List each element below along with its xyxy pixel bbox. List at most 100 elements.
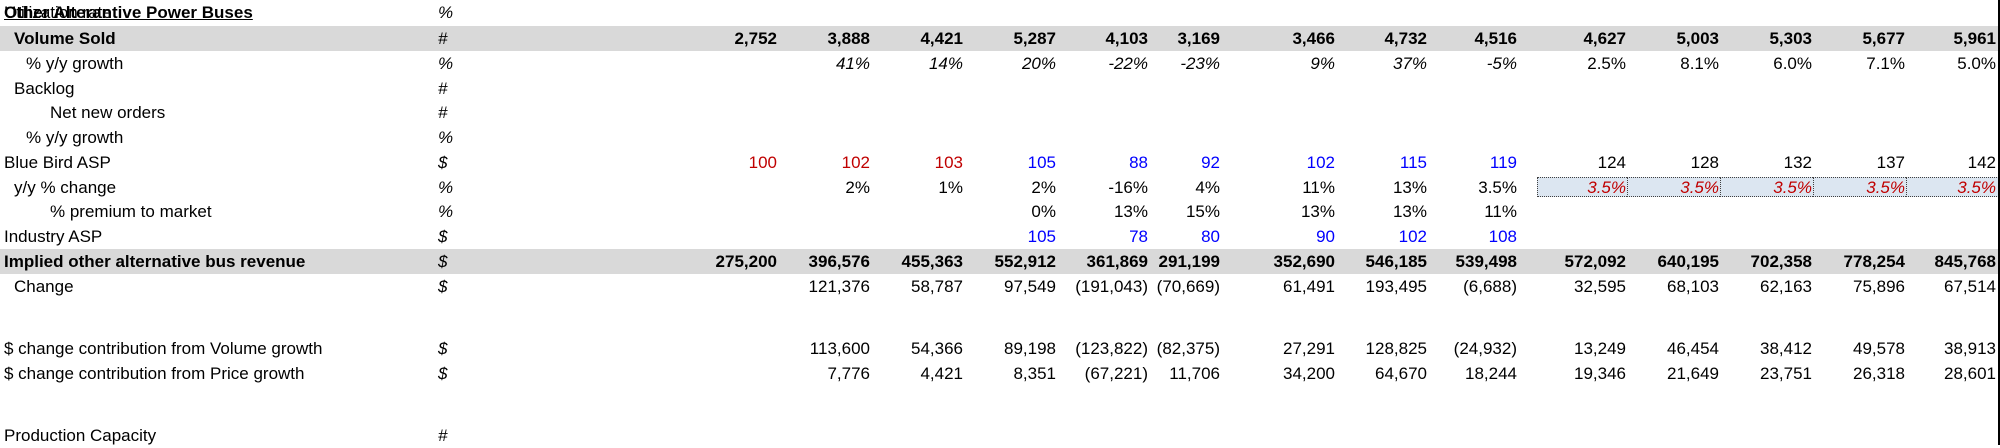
row-unit[interactable]: #: [438, 103, 448, 122]
value-cell[interactable]: -5%: [1486, 54, 1517, 73]
value-cell[interactable]: 7,776: [827, 364, 870, 383]
value-cell[interactable]: 113,600: [809, 339, 870, 358]
value-cell[interactable]: 4,421: [920, 364, 963, 383]
value-cell[interactable]: 1%: [938, 178, 963, 197]
row-label[interactable]: Implied other alternative bus revenue: [4, 252, 306, 271]
value-cell[interactable]: 89,198: [1004, 339, 1056, 358]
value-cell[interactable]: 3.5%: [1866, 178, 1905, 197]
value-cell[interactable]: (123,822): [1075, 339, 1148, 358]
value-cell[interactable]: 14%: [928, 54, 963, 73]
value-cell[interactable]: 19,346: [1574, 364, 1626, 383]
row-label[interactable]: $ change contribution from Price growth: [4, 364, 305, 383]
value-cell[interactable]: 3,466: [1292, 29, 1335, 48]
value-cell[interactable]: 4,421: [920, 29, 963, 48]
value-cell[interactable]: 5,287: [1013, 29, 1056, 48]
value-cell[interactable]: 0%: [1031, 202, 1056, 221]
value-cell[interactable]: 108: [1488, 227, 1517, 246]
value-cell[interactable]: 119: [1489, 153, 1517, 172]
value-cell[interactable]: 13,249: [1574, 339, 1626, 358]
value-cell[interactable]: 137: [1876, 153, 1905, 172]
value-cell[interactable]: 778,254: [1843, 252, 1905, 271]
value-cell[interactable]: [697, 224, 777, 249]
value-cell[interactable]: 54,366: [911, 339, 963, 358]
value-cell[interactable]: -16%: [1108, 178, 1148, 197]
value-cell[interactable]: 27,291: [1283, 339, 1335, 358]
value-cell[interactable]: [883, 199, 963, 224]
value-cell[interactable]: 3,888: [827, 29, 870, 48]
value-cell[interactable]: 58,787: [911, 277, 963, 296]
row-unit[interactable]: %: [438, 54, 454, 73]
value-cell[interactable]: 5,003: [1676, 29, 1719, 48]
value-cell[interactable]: -23%: [1180, 54, 1220, 73]
row-unit[interactable]: $: [438, 227, 448, 246]
value-cell[interactable]: 3.5%: [1478, 178, 1517, 197]
value-cell[interactable]: 2%: [845, 178, 870, 197]
value-cell[interactable]: 455,363: [901, 252, 963, 271]
value-cell[interactable]: 5,303: [1769, 29, 1812, 48]
value-cell[interactable]: 572,092: [1564, 252, 1626, 271]
value-cell[interactable]: 8,351: [1013, 364, 1056, 383]
value-cell[interactable]: 13%: [1392, 202, 1427, 221]
value-cell[interactable]: 78: [1129, 227, 1148, 246]
row-unit[interactable]: %: [438, 202, 454, 221]
value-cell[interactable]: 4%: [1195, 178, 1220, 197]
value-cell[interactable]: 9%: [1310, 54, 1335, 73]
value-cell[interactable]: (82,375): [1156, 339, 1220, 358]
row-label[interactable]: Volume Sold: [14, 29, 116, 48]
value-cell[interactable]: (67,221): [1084, 364, 1148, 383]
value-cell[interactable]: 539,498: [1455, 252, 1517, 271]
value-cell[interactable]: 2,752: [734, 29, 777, 48]
value-cell[interactable]: 92: [1201, 153, 1220, 172]
value-cell[interactable]: 38,913: [1944, 339, 1996, 358]
value-cell[interactable]: 142: [1967, 153, 1996, 172]
value-cell[interactable]: 3.5%: [1957, 178, 1996, 197]
value-cell[interactable]: 41%: [835, 54, 870, 73]
value-cell[interactable]: 124: [1597, 153, 1626, 172]
value-cell[interactable]: 102: [1306, 153, 1335, 172]
value-cell[interactable]: 8.1%: [1680, 54, 1719, 73]
value-cell[interactable]: 6.0%: [1773, 54, 1812, 73]
value-cell[interactable]: 13%: [1300, 202, 1335, 221]
row-label[interactable]: Blue Bird ASP: [4, 153, 111, 172]
value-cell[interactable]: 845,768: [1934, 252, 1996, 271]
value-cell[interactable]: 2%: [1031, 178, 1056, 197]
value-cell[interactable]: 105: [1027, 153, 1056, 172]
value-cell[interactable]: 4,103: [1105, 29, 1148, 48]
row-label[interactable]: Industry ASP: [4, 227, 103, 246]
value-cell[interactable]: 100: [748, 153, 777, 172]
value-cell[interactable]: 4,732: [1384, 29, 1427, 48]
value-cell[interactable]: 13%: [1392, 178, 1427, 197]
value-cell[interactable]: (24,932): [1453, 339, 1517, 358]
value-cell[interactable]: 4,516: [1474, 29, 1517, 48]
row-label[interactable]: Backlog: [14, 79, 75, 98]
value-cell[interactable]: 34,200: [1283, 364, 1335, 383]
value-cell[interactable]: 193,495: [1365, 277, 1427, 296]
row-unit[interactable]: %: [438, 128, 454, 147]
value-cell[interactable]: 352,690: [1273, 252, 1335, 271]
sheet-title[interactable]: Other Alterantive Power Buses: [4, 3, 253, 22]
value-cell[interactable]: 5.0%: [1957, 54, 1996, 73]
value-cell[interactable]: [697, 274, 777, 299]
row-unit[interactable]: $: [438, 252, 448, 271]
value-cell[interactable]: 20%: [1021, 54, 1056, 73]
row-label[interactable]: % y/y growth: [26, 128, 124, 147]
value-cell[interactable]: 37%: [1392, 54, 1427, 73]
value-cell[interactable]: 121,376: [808, 277, 870, 296]
row-unit[interactable]: #: [438, 29, 448, 48]
row-unit[interactable]: $: [438, 153, 448, 172]
value-cell[interactable]: 46,454: [1667, 339, 1719, 358]
value-cell[interactable]: 361,869: [1086, 252, 1148, 271]
value-cell[interactable]: 2.5%: [1587, 54, 1626, 73]
value-cell[interactable]: 3.5%: [1680, 178, 1719, 197]
row-label[interactable]: Utilization rate: [4, 3, 112, 22]
value-cell[interactable]: 4,627: [1583, 29, 1626, 48]
value-cell[interactable]: 18,244: [1465, 364, 1517, 383]
value-cell[interactable]: 546,185: [1365, 252, 1427, 271]
value-cell[interactable]: 128: [1690, 153, 1719, 172]
value-cell[interactable]: 3.5%: [1587, 178, 1626, 197]
row-label[interactable]: Net new orders: [50, 103, 166, 122]
row-unit[interactable]: #: [438, 426, 448, 445]
row-label[interactable]: % y/y growth: [26, 54, 124, 73]
row-unit[interactable]: $: [438, 277, 448, 296]
value-cell[interactable]: 102: [1398, 227, 1427, 246]
